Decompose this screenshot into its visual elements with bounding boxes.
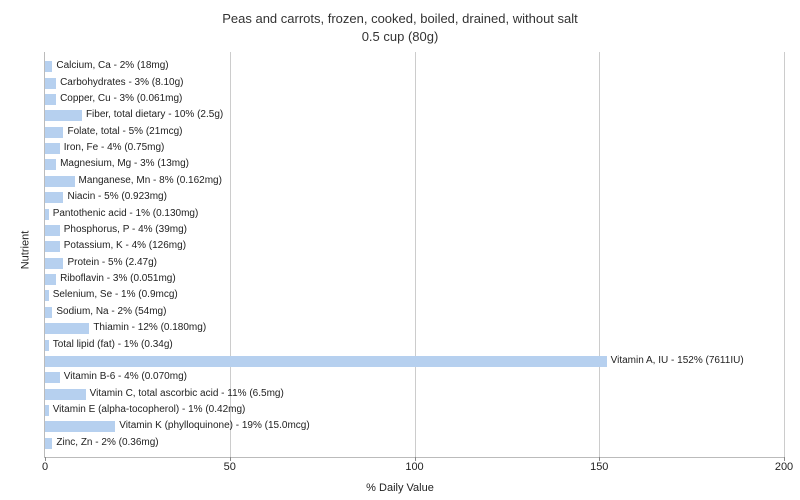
bar-row: Carbohydrates - 3% (8.10g) [45, 76, 784, 90]
bar-row: Thiamin - 12% (0.180mg) [45, 321, 784, 335]
bar-label: Thiamin - 12% (0.180mg) [93, 321, 206, 335]
bar-label: Folate, total - 5% (21mcg) [67, 125, 182, 139]
bar-row: Total lipid (fat) - 1% (0.34g) [45, 338, 784, 352]
bar-label: Manganese, Mn - 8% (0.162mg) [79, 174, 222, 188]
bar [45, 241, 60, 252]
bar [45, 225, 60, 236]
bar [45, 127, 63, 138]
bar [45, 389, 86, 400]
bar-row: Calcium, Ca - 2% (18mg) [45, 59, 784, 73]
y-axis-label: Nutrient [19, 231, 31, 270]
x-tick-label: 0 [42, 461, 48, 473]
bar-label: Riboflavin - 3% (0.051mg) [60, 272, 176, 286]
bar-row: Sodium, Na - 2% (54mg) [45, 305, 784, 319]
bar [45, 356, 607, 367]
x-tick-label: 200 [775, 461, 793, 473]
bar [45, 192, 63, 203]
plot-area: 050100150200 Calcium, Ca - 2% (18mg)Carb… [44, 52, 784, 458]
bar-row: Phosphorus, P - 4% (39mg) [45, 223, 784, 237]
bar-label: Pantothenic acid - 1% (0.130mg) [53, 207, 199, 221]
bar-row: Iron, Fe - 4% (0.75mg) [45, 141, 784, 155]
gridline [784, 52, 785, 457]
bar-row: Zinc, Zn - 2% (0.36mg) [45, 436, 784, 450]
bar [45, 307, 52, 318]
bar-label: Vitamin A, IU - 152% (7611IU) [611, 354, 744, 368]
bar [45, 258, 63, 269]
bar [45, 372, 60, 383]
bar-row: Riboflavin - 3% (0.051mg) [45, 272, 784, 286]
x-tick-label: 100 [405, 461, 423, 473]
bar-label: Calcium, Ca - 2% (18mg) [56, 59, 168, 73]
bar [45, 78, 56, 89]
bar-label: Phosphorus, P - 4% (39mg) [64, 223, 187, 237]
bar-label: Selenium, Se - 1% (0.9mcg) [53, 288, 178, 302]
bar-row: Selenium, Se - 1% (0.9mcg) [45, 288, 784, 302]
bar-label: Vitamin C, total ascorbic acid - 11% (6.… [90, 387, 284, 401]
bar [45, 61, 52, 72]
bar [45, 110, 82, 121]
bar-label: Magnesium, Mg - 3% (13mg) [60, 157, 189, 171]
bar-row: Pantothenic acid - 1% (0.130mg) [45, 207, 784, 221]
bar-row: Magnesium, Mg - 3% (13mg) [45, 157, 784, 171]
bar [45, 438, 52, 449]
bar-label: Carbohydrates - 3% (8.10g) [60, 76, 183, 90]
bar [45, 274, 56, 285]
bars-container: Calcium, Ca - 2% (18mg) Carbohydrates - 3… [45, 58, 784, 451]
bar [45, 209, 49, 220]
bar-row: Vitamin A, IU - 152% (7611IU) [45, 354, 784, 368]
chart-title: Peas and carrots, frozen, cooked, boiled… [0, 0, 800, 45]
bar-label: Zinc, Zn - 2% (0.36mg) [56, 436, 158, 450]
nutrient-chart: Peas and carrots, frozen, cooked, boiled… [0, 0, 800, 500]
bar-label: Fiber, total dietary - 10% (2.5g) [86, 108, 223, 122]
x-axis-label: % Daily Value [366, 482, 434, 494]
bar-row: Copper, Cu - 3% (0.061mg) [45, 92, 784, 106]
bar [45, 405, 49, 416]
bar-label: Potassium, K - 4% (126mg) [64, 239, 186, 253]
bar [45, 290, 49, 301]
bar [45, 159, 56, 170]
bar-row: Protein - 5% (2.47g) [45, 256, 784, 270]
bar-row: Vitamin K (phylloquinone) - 19% (15.0mcg… [45, 419, 784, 433]
bar-label: Copper, Cu - 3% (0.061mg) [60, 92, 182, 106]
bar [45, 143, 60, 154]
bar [45, 176, 75, 187]
bar [45, 340, 49, 351]
bar-label: Protein - 5% (2.47g) [67, 256, 157, 270]
bar-label: Sodium, Na - 2% (54mg) [56, 305, 166, 319]
bar [45, 421, 115, 432]
bar-row: Fiber, total dietary - 10% (2.5g) [45, 108, 784, 122]
bar-row: Potassium, K - 4% (126mg) [45, 239, 784, 253]
bar-label: Total lipid (fat) - 1% (0.34g) [53, 338, 173, 352]
bar-row: Vitamin C, total ascorbic acid - 11% (6.… [45, 387, 784, 401]
bar-row: Vitamin B-6 - 4% (0.070mg) [45, 370, 784, 384]
bar-row: Niacin - 5% (0.923mg) [45, 190, 784, 204]
bar-label: Niacin - 5% (0.923mg) [67, 190, 166, 204]
title-line-2: 0.5 cup (80g) [362, 29, 439, 44]
bar [45, 323, 89, 334]
bar-row: Manganese, Mn - 8% (0.162mg) [45, 174, 784, 188]
bar-row: Folate, total - 5% (21mcg) [45, 125, 784, 139]
bar-row: Vitamin E (alpha-tocopherol) - 1% (0.42m… [45, 403, 784, 417]
bar-label: Vitamin B-6 - 4% (0.070mg) [64, 370, 187, 384]
bar-label: Iron, Fe - 4% (0.75mg) [64, 141, 165, 155]
bar-label: Vitamin E (alpha-tocopherol) - 1% (0.42m… [53, 403, 246, 417]
bar-label: Vitamin K (phylloquinone) - 19% (15.0mcg… [119, 419, 309, 433]
x-tick-label: 50 [224, 461, 236, 473]
title-line-1: Peas and carrots, frozen, cooked, boiled… [222, 11, 578, 26]
bar [45, 94, 56, 105]
x-tick-label: 150 [590, 461, 608, 473]
